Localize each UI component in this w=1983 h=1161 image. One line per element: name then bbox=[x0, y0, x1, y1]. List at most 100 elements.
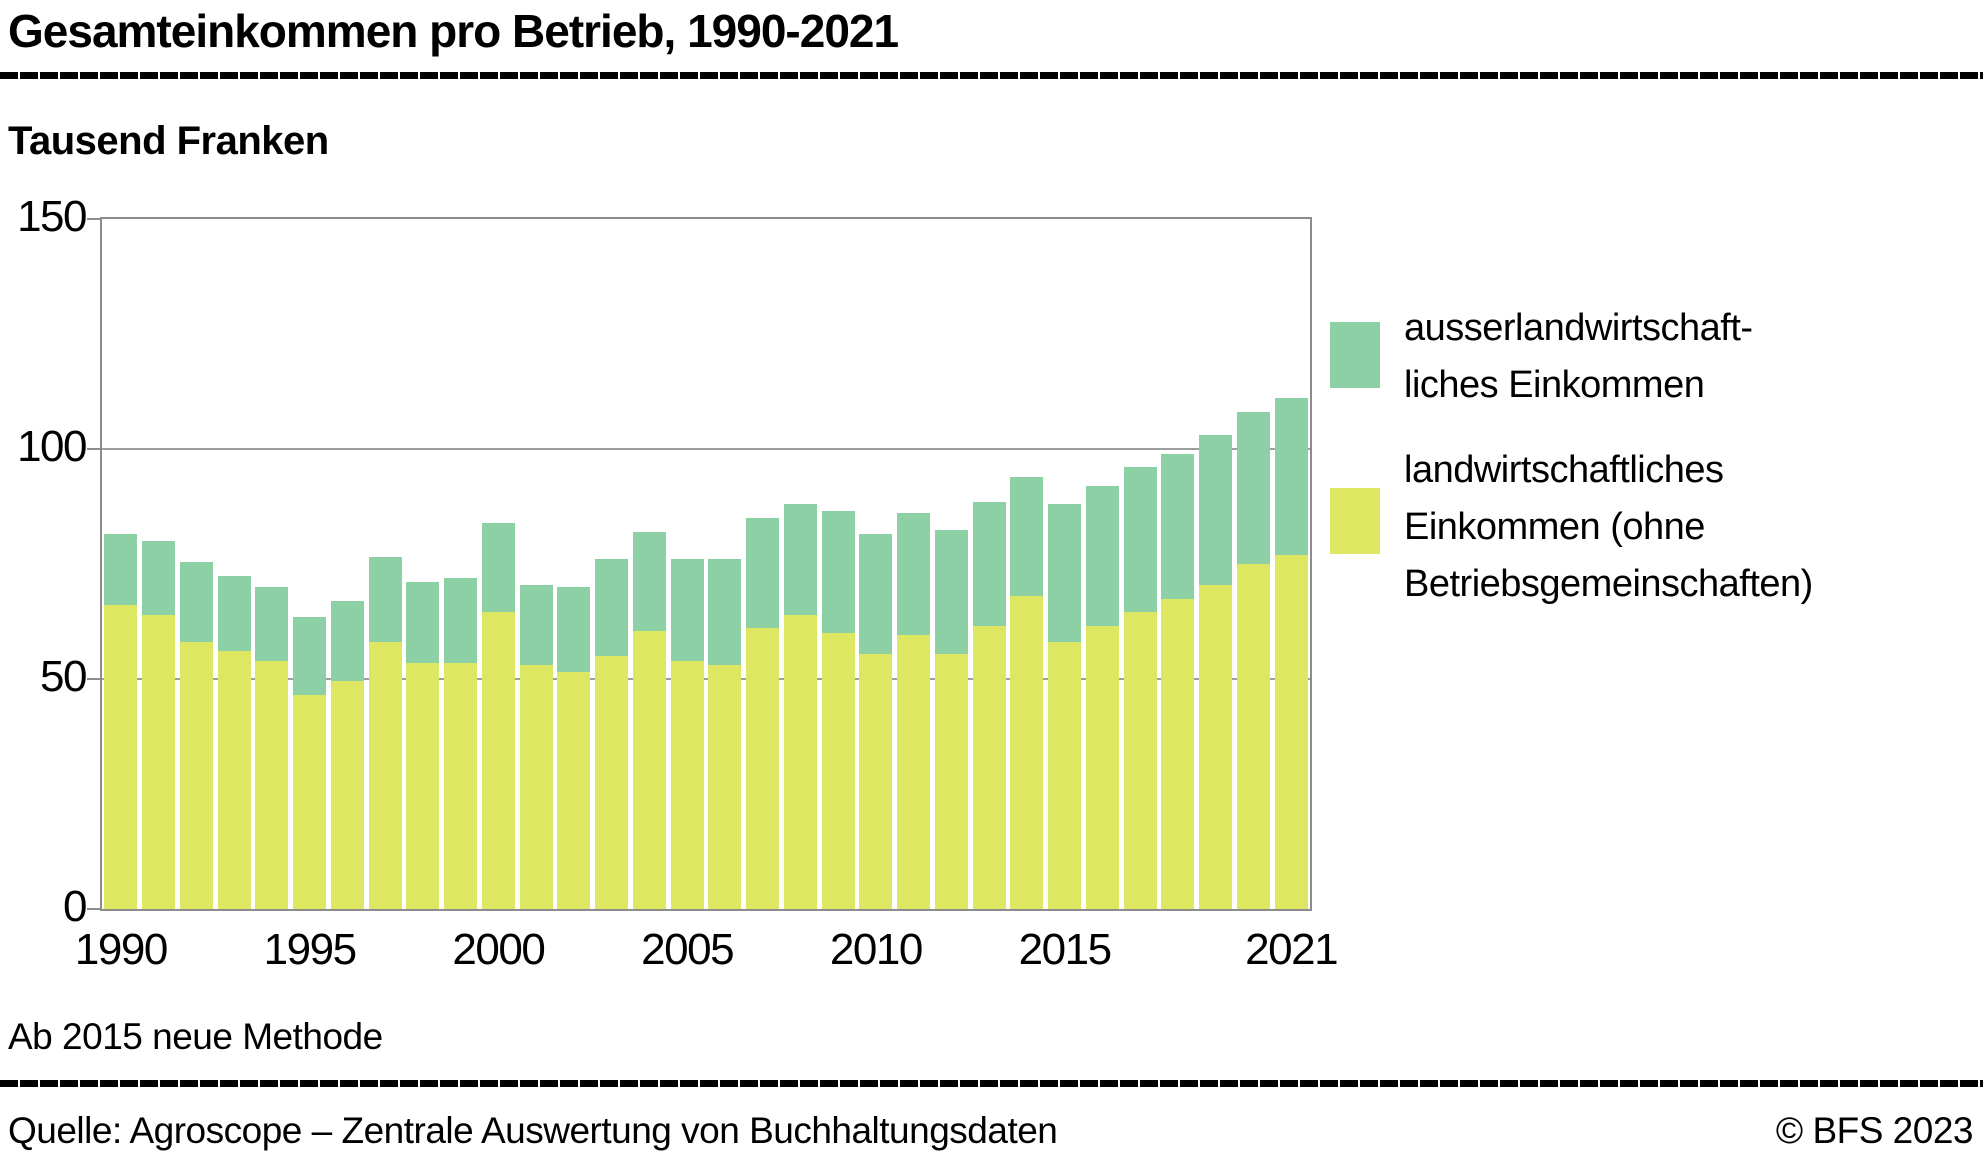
method-note: Ab 2015 neue Methode bbox=[8, 1016, 383, 1057]
y-tick-mark-100 bbox=[87, 448, 100, 450]
bar-2004 bbox=[632, 531, 666, 909]
x-tick-label-2000: 2000 bbox=[452, 925, 545, 974]
bar-2015-segment-farm bbox=[1048, 642, 1082, 909]
bar-2004-segment-farm bbox=[632, 630, 666, 909]
legend-label-line: landwirtschaftliches bbox=[1404, 449, 1724, 491]
bar-2017-segment-nonfarm bbox=[1123, 467, 1157, 613]
bar-2008 bbox=[783, 504, 817, 909]
y-tick-label-50: 50 bbox=[40, 652, 87, 702]
bar-2016-segment-nonfarm bbox=[1085, 485, 1119, 627]
bar-2016-segment-farm bbox=[1085, 626, 1119, 909]
bar-2012-segment-nonfarm bbox=[934, 529, 968, 654]
bar-2001-segment-farm bbox=[519, 665, 553, 909]
bar-2007-segment-farm bbox=[746, 628, 780, 909]
bar-2001 bbox=[519, 584, 553, 909]
bar-1992-segment-farm bbox=[179, 642, 213, 909]
bar-2003-segment-nonfarm bbox=[595, 559, 629, 656]
bar-2009-segment-nonfarm bbox=[821, 511, 855, 633]
x-tick-label-1995: 1995 bbox=[263, 925, 357, 974]
bar-1993 bbox=[217, 575, 251, 909]
x-tick-label-1990: 1990 bbox=[74, 925, 168, 974]
bar-2020-segment-nonfarm bbox=[1236, 412, 1270, 564]
bar-2009 bbox=[821, 511, 855, 909]
bar-2002-segment-farm bbox=[557, 672, 591, 909]
bar-2013 bbox=[972, 501, 1006, 909]
bar-1999-segment-nonfarm bbox=[444, 577, 478, 663]
bar-1994-segment-nonfarm bbox=[255, 587, 289, 661]
bar-2002 bbox=[557, 587, 591, 909]
page-title: Gesamteinkommen pro Betrieb, 1990-2021 bbox=[8, 5, 899, 57]
bar-2021 bbox=[1274, 398, 1308, 909]
bar-2005 bbox=[670, 559, 704, 909]
y-tick-label-150: 150 bbox=[17, 192, 87, 242]
legend-label-line: liches Einkommen bbox=[1404, 364, 1705, 406]
gridline-50 bbox=[102, 678, 1310, 680]
bar-1996-segment-nonfarm bbox=[330, 600, 364, 682]
bar-1995-segment-nonfarm bbox=[293, 616, 327, 696]
bar-2014-segment-farm bbox=[1010, 596, 1044, 909]
bar-1993-segment-nonfarm bbox=[217, 575, 251, 652]
bar-2000-segment-nonfarm bbox=[481, 522, 515, 613]
y-tick-mark-150 bbox=[87, 218, 100, 220]
y-tick-mark-0 bbox=[87, 908, 100, 910]
bar-2000 bbox=[481, 522, 515, 909]
gridline-100 bbox=[102, 448, 1310, 450]
y-tick-label-100: 100 bbox=[17, 422, 87, 472]
bar-2014-segment-nonfarm bbox=[1010, 476, 1044, 597]
bar-2019 bbox=[1199, 435, 1233, 909]
bar-2005-segment-farm bbox=[670, 660, 704, 909]
bar-2018-segment-nonfarm bbox=[1161, 453, 1195, 599]
bar-1990 bbox=[104, 534, 138, 909]
bar-2020 bbox=[1236, 412, 1270, 909]
bar-2002-segment-nonfarm bbox=[557, 587, 591, 673]
bar-1996-segment-farm bbox=[330, 681, 364, 909]
y-tick-label-0: 0 bbox=[63, 882, 87, 932]
bar-1992 bbox=[179, 561, 213, 909]
bar-1991-segment-farm bbox=[142, 614, 176, 909]
bar-2006-segment-farm bbox=[708, 665, 742, 909]
bar-1994 bbox=[255, 587, 289, 909]
bar-1990-segment-farm bbox=[104, 605, 138, 909]
bar-2008-segment-farm bbox=[783, 614, 817, 909]
legend-label-line: Betriebsgemeinschaften) bbox=[1404, 563, 1813, 605]
bar-2003-segment-farm bbox=[595, 656, 629, 909]
legend-label-nonfarm-income: ausserlandwirtschaft-liches Einkommen bbox=[1404, 300, 1753, 414]
bar-2012-segment-farm bbox=[934, 653, 968, 909]
bar-2005-segment-nonfarm bbox=[670, 559, 704, 661]
bar-2000-segment-farm bbox=[481, 612, 515, 909]
bar-2004-segment-nonfarm bbox=[632, 531, 666, 631]
bar-2011 bbox=[897, 513, 931, 909]
bar-2008-segment-nonfarm bbox=[783, 504, 817, 615]
bar-1998 bbox=[406, 582, 440, 909]
bar-1993-segment-farm bbox=[217, 651, 251, 909]
bar-1999 bbox=[444, 577, 478, 909]
bar-1997-segment-nonfarm bbox=[368, 557, 402, 643]
x-tick-label-2021: 2021 bbox=[1245, 925, 1338, 974]
bar-2021-segment-nonfarm bbox=[1274, 398, 1308, 555]
bar-1998-segment-nonfarm bbox=[406, 582, 440, 663]
bar-1990-segment-nonfarm bbox=[104, 534, 138, 606]
bar-1995-segment-farm bbox=[293, 695, 327, 909]
bar-2015 bbox=[1048, 504, 1082, 909]
bar-2019-segment-nonfarm bbox=[1199, 435, 1233, 585]
bar-2019-segment-farm bbox=[1199, 584, 1233, 909]
bar-2009-segment-farm bbox=[821, 633, 855, 909]
bar-2011-segment-nonfarm bbox=[897, 513, 931, 636]
bar-2007 bbox=[746, 518, 780, 909]
bar-1998-segment-farm bbox=[406, 662, 440, 909]
bar-2018-segment-farm bbox=[1161, 598, 1195, 909]
bar-2010-segment-farm bbox=[859, 653, 893, 909]
bar-2017 bbox=[1123, 467, 1157, 909]
plot-area bbox=[100, 217, 1312, 911]
bar-2021-segment-farm bbox=[1274, 554, 1308, 909]
bar-2015-segment-nonfarm bbox=[1048, 504, 1082, 643]
bar-2006-segment-nonfarm bbox=[708, 559, 742, 666]
bar-1999-segment-farm bbox=[444, 662, 478, 909]
bar-1995 bbox=[293, 616, 327, 909]
bar-1991-segment-nonfarm bbox=[142, 541, 176, 615]
bar-2016 bbox=[1085, 485, 1119, 909]
legend-swatch-farm-income bbox=[1330, 488, 1380, 554]
x-tick-label-2010: 2010 bbox=[829, 925, 923, 974]
bar-2014 bbox=[1010, 476, 1044, 909]
bar-1997-segment-farm bbox=[368, 642, 402, 909]
